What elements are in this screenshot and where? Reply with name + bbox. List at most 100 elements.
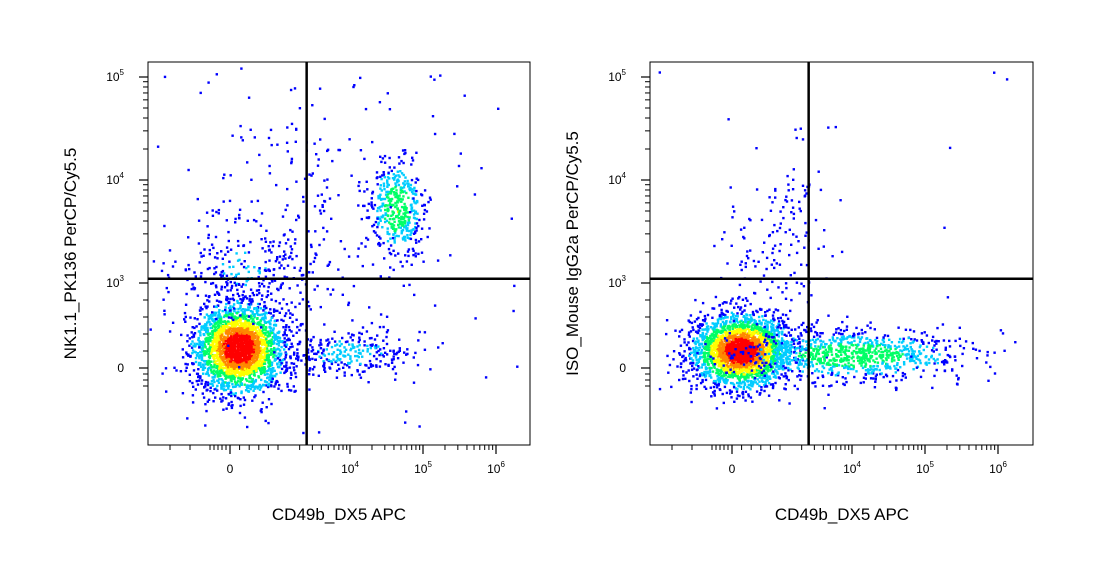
event-dot (383, 204, 387, 208)
event-dot (325, 348, 328, 351)
event-dot (207, 320, 210, 323)
event-dot (243, 260, 246, 263)
event-dot (222, 383, 225, 386)
event-dot (252, 350, 255, 354)
event-dot (237, 216, 241, 220)
event-dot (199, 91, 202, 95)
event-dot (326, 178, 329, 181)
event-dot (257, 359, 261, 363)
event-dot (299, 323, 303, 326)
event-dot (255, 343, 258, 346)
event-dot (200, 379, 204, 382)
event-dot (207, 333, 210, 337)
event-dot (296, 343, 300, 346)
event-dot (221, 385, 224, 388)
event-dot (280, 362, 283, 365)
event-dot (244, 363, 247, 366)
event-dot (161, 372, 164, 375)
event-dot (263, 301, 266, 304)
event-dot (252, 348, 256, 351)
event-dot (384, 212, 387, 215)
event-dot (259, 338, 262, 341)
event-dot (204, 326, 208, 329)
event-dot (225, 219, 228, 222)
event-dot (384, 351, 387, 354)
event-dot (229, 360, 232, 363)
event-dot (228, 352, 231, 356)
event-dot (322, 209, 326, 213)
event-dot (408, 237, 411, 240)
event-dot (357, 340, 360, 344)
event-dot (201, 392, 204, 395)
event-dot (285, 364, 288, 367)
event-dot (402, 235, 406, 239)
event-dot (202, 326, 205, 330)
event-dot (237, 272, 240, 275)
event-dot (252, 389, 255, 392)
event-dot (246, 349, 250, 352)
event-dot (408, 216, 411, 219)
event-dot (270, 338, 273, 341)
event-dot (207, 337, 210, 341)
event-dot (257, 367, 261, 370)
event-dot (231, 312, 234, 316)
event-dot (225, 376, 228, 380)
event-dot (309, 343, 312, 347)
event-dot (184, 362, 187, 366)
event-dot (265, 229, 268, 232)
event-dot (740, 319, 743, 322)
event-dot (684, 377, 687, 380)
event-dot (218, 319, 222, 322)
event-dot (352, 85, 355, 89)
event-dot (250, 315, 253, 319)
event-dot (194, 275, 197, 278)
event-dot (264, 275, 268, 278)
event-dot (276, 287, 279, 291)
event-dot (315, 253, 318, 257)
event-dot (230, 272, 233, 276)
event-dot (217, 378, 221, 381)
event-dot (200, 271, 203, 275)
event-dot (393, 352, 396, 355)
event-dot (380, 177, 383, 181)
event-dot (691, 339, 695, 343)
event-dot (383, 161, 387, 164)
event-dot (407, 248, 411, 251)
event-dot (252, 322, 255, 326)
event-dot (224, 388, 228, 392)
event-dot (243, 346, 246, 349)
event-dot (295, 357, 298, 360)
event-dot (399, 260, 402, 264)
event-dot (241, 315, 244, 318)
event-dot (278, 266, 281, 270)
event-dot (246, 161, 249, 164)
event-dot (261, 339, 264, 342)
event-dot (269, 326, 272, 329)
event-dot (243, 312, 246, 316)
event-dot (390, 169, 393, 173)
event-dot (332, 358, 335, 361)
event-dot (254, 340, 257, 343)
event-dot (249, 348, 252, 351)
event-dot (298, 269, 302, 272)
event-dot (229, 378, 232, 382)
event-dot (336, 357, 340, 360)
event-dot (234, 321, 237, 324)
event-dot (392, 355, 395, 358)
event-dot (208, 248, 211, 252)
event-dot (427, 200, 430, 204)
event-dot (270, 377, 273, 380)
event-dot (175, 369, 178, 372)
event-dot (221, 367, 224, 370)
event-dot (269, 367, 272, 371)
event-dot (313, 352, 316, 355)
event-dot (271, 370, 274, 374)
event-dot (283, 365, 286, 368)
event-dot (219, 315, 222, 318)
event-dot (205, 360, 209, 363)
event-dot (315, 352, 318, 356)
event-dot (756, 332, 759, 336)
event-dot (230, 367, 233, 371)
event-dot (276, 380, 279, 384)
event-dot (248, 374, 251, 377)
